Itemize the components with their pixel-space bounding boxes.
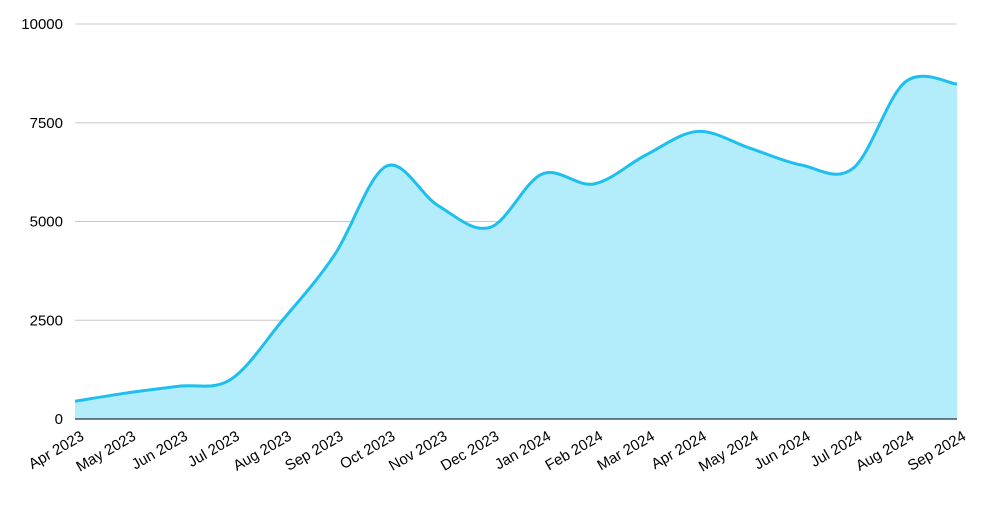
area-fill bbox=[75, 76, 957, 419]
y-tick-label: 2500 bbox=[30, 312, 63, 329]
y-tick-label: 10000 bbox=[21, 16, 63, 33]
x-tick-label: Jun 2024 bbox=[751, 428, 813, 474]
x-tick-label: Aug 2024 bbox=[853, 428, 917, 475]
x-tick-label: Dec 2023 bbox=[438, 428, 502, 475]
area-line bbox=[74, 74, 958, 403]
x-tick-label: Jun 2023 bbox=[129, 428, 191, 474]
x-tick-label: Aug 2023 bbox=[230, 428, 294, 475]
y-tick-label: 5000 bbox=[30, 214, 63, 231]
x-tick-label: May 2023 bbox=[73, 428, 139, 476]
x-tick-label: Jan 2024 bbox=[492, 428, 554, 474]
x-tick-label: Nov 2023 bbox=[386, 428, 450, 475]
x-tick-label: Sep 2023 bbox=[282, 428, 346, 475]
x-tick-label: Feb 2024 bbox=[542, 428, 605, 474]
y-tick-label: 7500 bbox=[30, 115, 63, 132]
x-tick-label: May 2024 bbox=[696, 428, 762, 476]
y-tick-label: 0 bbox=[55, 411, 63, 428]
x-tick-label: Mar 2024 bbox=[594, 428, 657, 474]
x-tick-label: Sep 2024 bbox=[905, 428, 969, 475]
